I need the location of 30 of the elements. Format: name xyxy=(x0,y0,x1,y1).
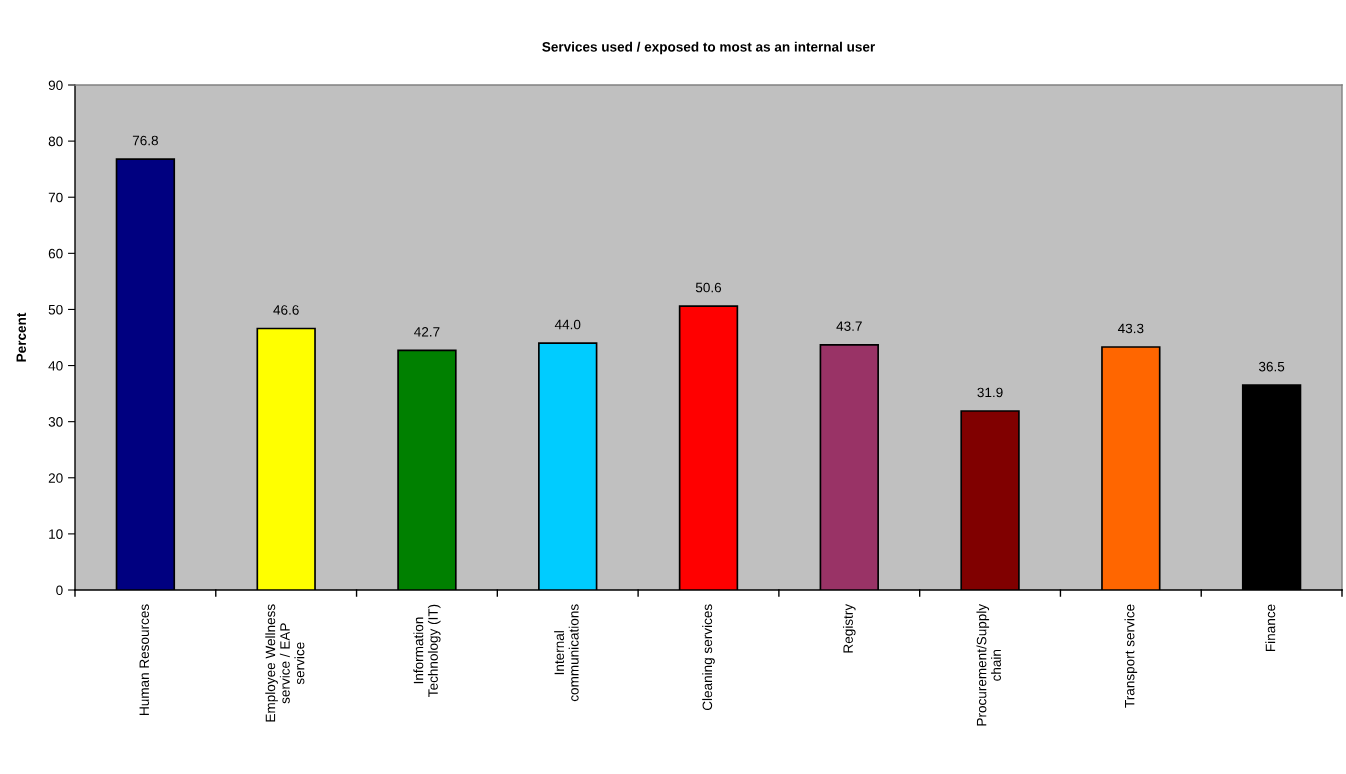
x-tick-label: Transport service xyxy=(1124,604,1138,708)
x-tick-label: Cleaning services xyxy=(702,604,715,711)
data-label: 44.0 xyxy=(554,319,581,330)
data-label: 46.6 xyxy=(273,305,299,315)
x-tick-label: Finance xyxy=(1265,604,1276,651)
y-tick-label: 80 xyxy=(48,136,63,147)
y-tick-label: 0 xyxy=(56,585,63,596)
y-tick-label: 50 xyxy=(48,304,63,315)
y-tick-label: 70 xyxy=(48,192,63,203)
data-label: 76.8 xyxy=(132,135,158,146)
y-tick-label: 30 xyxy=(48,417,63,427)
y-tick-label: 10 xyxy=(49,529,63,539)
data-label: 43.7 xyxy=(836,321,862,332)
data-label: 36.5 xyxy=(1258,361,1285,372)
y-tick-label: 40 xyxy=(48,361,63,371)
data-label: 43.3 xyxy=(1117,323,1144,334)
x-tick-label: Human Resources xyxy=(139,604,150,715)
x-tick-label: Registry xyxy=(842,603,856,653)
chart-title: Services used / exposed to most as an internal user xyxy=(542,41,876,55)
data-label: 50.6 xyxy=(695,282,722,293)
y-tick-label: 20 xyxy=(48,473,63,483)
data-label: 42.7 xyxy=(414,327,440,337)
x-tick-label: Information Technology (IT) xyxy=(413,604,441,697)
y-axis-title: Percent xyxy=(16,312,27,362)
x-tick-label: Employee Wellness service / EAP service xyxy=(265,604,305,722)
data-label: 31.9 xyxy=(977,387,1003,398)
x-tick-label: Procurement/Supply chain xyxy=(976,603,1001,726)
y-tick-label: 90 xyxy=(48,80,63,91)
y-tick-label: 60 xyxy=(48,248,63,259)
x-tick-label: Internal communications xyxy=(554,604,579,702)
